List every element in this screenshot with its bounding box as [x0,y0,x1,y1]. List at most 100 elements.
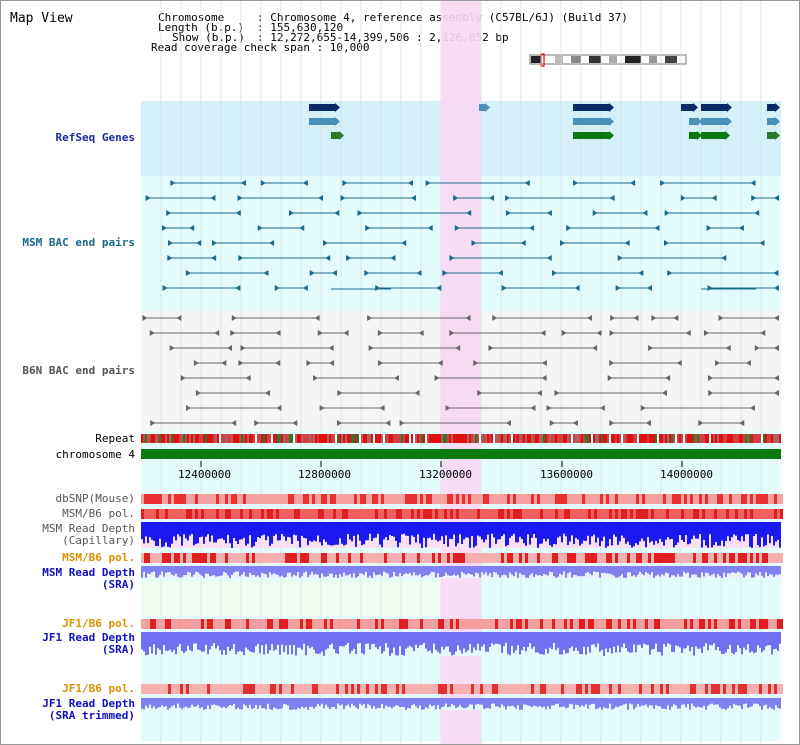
pol-heat-cell [693,494,696,504]
depth-bar [241,522,243,540]
depth-bar [507,698,509,706]
pol-heat-cell [378,494,381,504]
pol-heat-cell [339,684,342,694]
pol-heat-cell [615,509,618,519]
depth-bar [411,566,413,576]
pol-heat-cell [666,553,669,563]
depth-bar [669,522,671,540]
depth-bar [183,522,185,535]
depth-bar [393,522,395,537]
pol-heat-cell [357,684,360,694]
bac-end-marker [721,255,727,261]
bac-end-marker [166,210,172,216]
depth-bar [593,632,595,645]
repeat-block [407,434,409,443]
pol-heat-cell [216,619,219,629]
repeat-block [771,434,773,443]
pol-heat-cell [270,553,273,563]
chromosome-ideogram[interactable] [529,53,689,67]
repeat-block [235,434,237,443]
repeat-block [703,434,705,443]
depth-bar [347,632,349,643]
bac-end-marker [318,195,324,201]
repeat-block [347,434,349,443]
depth-bar [541,698,543,708]
pol-heat-cell [687,553,690,563]
depth-bar [295,632,297,656]
repeat-block [233,434,235,443]
pol-heat-cell [777,684,780,694]
depth-bar [337,698,339,704]
pol-heat-cell [612,619,615,629]
depth-bar [619,522,621,542]
depth-bar [635,632,637,653]
depth-bar [209,522,211,542]
depth-bar [779,698,781,709]
depth-bar [457,698,459,707]
msm-bac-label[interactable]: MSM BAC end pairs [22,236,135,249]
depth-bar [403,632,405,656]
depth-bar [279,566,281,577]
depth-bar [349,632,351,654]
depth-bar [167,522,169,547]
bac-end-marker [561,330,567,336]
pol-heat-cell [723,619,726,629]
jf1-depth-label: JF1 Read Depth (SRA) [42,631,135,656]
pol-heat-cell [639,684,642,694]
bac-end-marker [167,255,173,261]
depth-bar [659,522,661,539]
b6n-bac-label[interactable]: B6N BAC end pairs [22,364,135,377]
bac-end-marker [473,360,479,366]
repeat-block [493,434,495,443]
pol-heat-cell [522,553,525,563]
depth-bar [649,632,651,655]
depth-bar [609,632,611,649]
bac-end-marker [738,225,744,231]
depth-bar [395,698,397,706]
depth-bar [597,698,599,709]
pol-heat-cell [573,494,576,504]
depth-bar [779,566,781,575]
pol-heat-cell [276,619,279,629]
gene-feature [309,104,335,111]
pol-heat-cell [651,494,654,504]
pol-heat-cell [720,494,723,504]
depth-bar [423,522,425,538]
repeat-block [459,434,461,443]
depth-bar [729,698,731,706]
pol-heat-cell [633,553,636,563]
depth-bar [661,632,663,656]
refseq-genes-label[interactable]: RefSeq Genes [55,131,135,144]
pol-heat-cell [660,553,663,563]
depth-bar [253,698,255,709]
bac-end-marker [549,420,555,426]
depth-bar [231,698,233,706]
depth-bar [173,698,175,706]
pol-heat-cell [507,509,510,519]
pol-heat-cell [474,619,477,629]
pol-heat-cell [282,509,285,519]
repeat-block [545,434,547,443]
pol-heat-cell [714,619,717,629]
depth-bar [509,632,511,656]
bac-end-marker [365,225,371,231]
pol-heat-cell [741,494,744,504]
pol-heat-cell [228,553,231,563]
depth-bar [503,632,505,647]
depth-bar [719,698,721,708]
depth-bar [457,632,459,646]
pol-heat-cell [264,553,267,563]
bac-end-marker [193,360,199,366]
pol-heat-cell [351,684,354,694]
pol-heat-cell [774,494,777,504]
bac-end-marker [546,210,552,216]
depth-bar [203,566,205,578]
pol-heat-cell [543,684,546,694]
depth-bar [229,632,231,652]
depth-bar [555,698,557,704]
pol-heat-cell [609,619,612,629]
coverage-text: Read coverage check span : 10,000 [151,41,370,54]
depth-bar [417,632,419,649]
depth-bar [433,632,435,644]
